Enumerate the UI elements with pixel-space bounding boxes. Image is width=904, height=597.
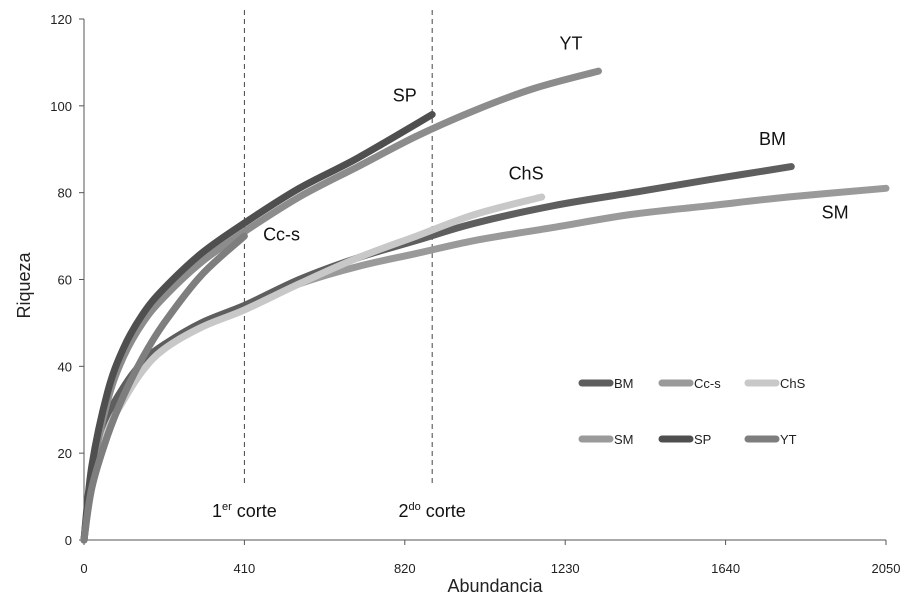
x-tick-label: 820: [394, 561, 416, 576]
x-tick-label: 410: [234, 561, 256, 576]
x-tick-label: 1640: [711, 561, 740, 576]
y-tick-label: 20: [58, 446, 72, 461]
legend-label-sp: SP: [694, 432, 711, 447]
series-line-sm: [80, 184, 890, 544]
curve-label-sm: SM: [822, 203, 849, 223]
x-tick-label: 0: [80, 561, 87, 576]
axes: 0 20 40 60 80 100 120 0 410 820 1230 1640 2050: [50, 12, 900, 576]
y-tick-label: 0: [65, 533, 72, 548]
legend-label-cc-s: Cc-s: [694, 376, 721, 391]
curve-label-bm: BM: [759, 129, 786, 149]
x-axis-title: Abundancia: [447, 576, 543, 596]
legend-label-yt: YT: [780, 432, 797, 447]
curve-label-yt: YT: [560, 33, 583, 53]
series-line-chs: [80, 193, 546, 544]
series-line-sp: [80, 111, 436, 544]
series-line-yt: [80, 67, 602, 544]
y-tick-label: 120: [50, 12, 72, 27]
y-tick-label: 100: [50, 99, 72, 114]
series-line-cc-s: [80, 232, 248, 544]
curve-label-chs: ChS: [509, 164, 544, 184]
y-axis-title: Riqueza: [14, 251, 34, 318]
x-tick-label: 1230: [551, 561, 580, 576]
cutoff-label-1: 1er corte: [212, 501, 277, 521]
y-tick-label: 40: [58, 359, 72, 374]
curve-label-cc-s: Cc-s: [263, 224, 300, 244]
cutoff-label-2: 2do corte: [399, 501, 466, 521]
x-tick-label: 2050: [872, 561, 901, 576]
y-tick-label: 60: [58, 273, 72, 288]
legend-label-chs: ChS: [780, 376, 806, 391]
legend-label-sm: SM: [614, 432, 634, 447]
curve-label-sp: SP: [393, 85, 417, 105]
legend-label-bm: BM: [614, 376, 634, 391]
legend: BM Cc-s ChS SM SP YT: [578, 376, 806, 447]
series-line-bm: [80, 163, 795, 544]
series-curves: [80, 67, 890, 544]
y-tick-label: 80: [58, 186, 72, 201]
curve-labels: YT SP BM ChS SM Cc-s: [263, 33, 849, 244]
